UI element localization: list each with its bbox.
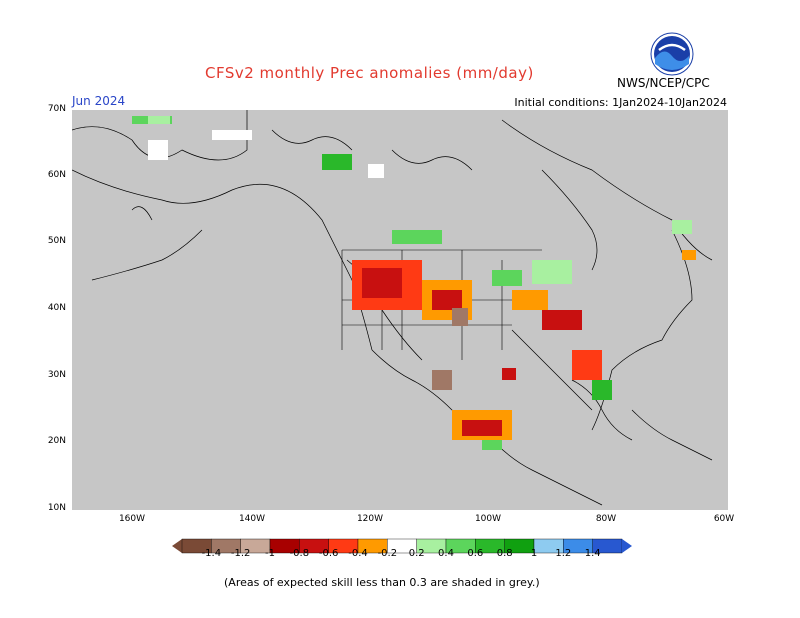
noaa-logo: [650, 32, 694, 76]
colorbar: [172, 538, 632, 554]
x-tick-60w: 60W: [713, 514, 735, 524]
colorbar-tick-label: -0.2: [377, 548, 398, 559]
colorbar-tick-label: 0.8: [496, 548, 513, 559]
colorbar-tick-label: -0.8: [289, 548, 310, 559]
anomaly-map: [72, 110, 728, 510]
initial-conditions: Initial conditions: 1Jan2024-10Jan2024: [514, 96, 727, 109]
colorbar-extend-high: [622, 539, 632, 553]
map-svg: [72, 110, 728, 510]
colorbar-tick-label: 1.4: [584, 548, 601, 559]
colorbar-tick-label: 0.2: [408, 548, 425, 559]
colorbar-tick-label: 1.2: [555, 548, 572, 559]
colorbar-tick-label: -1: [265, 548, 275, 559]
forecast-month: Jun 2024: [72, 94, 126, 108]
colorbar-tick-label: -1.4: [201, 548, 222, 559]
y-tick-20n: 20N: [47, 436, 66, 446]
y-tick-30n: 30N: [47, 370, 66, 380]
x-tick-80w: 80W: [595, 514, 617, 524]
chart-title: CFSv2 monthly Prec anomalies (mm/day): [205, 64, 534, 82]
y-tick-70n: 70N: [47, 104, 66, 114]
x-tick-140w: 140W: [238, 514, 266, 524]
x-tick-100w: 100W: [474, 514, 502, 524]
x-tick-120w: 120W: [356, 514, 384, 524]
colorbar-tick-label: -1.2: [230, 548, 251, 559]
y-tick-60n: 60N: [47, 170, 66, 180]
y-tick-40n: 40N: [47, 303, 66, 313]
anomaly-patches: [132, 116, 696, 450]
colorbar-extend-low: [172, 539, 182, 553]
y-tick-50n: 50N: [47, 236, 66, 246]
x-tick-160w: 160W: [118, 514, 146, 524]
colorbar-tick-label: 1: [530, 548, 538, 559]
colorbar-tick-label: -0.6: [318, 548, 339, 559]
skill-footnote: (Areas of expected skill less than 0.3 a…: [224, 576, 540, 589]
y-tick-10n: 10N: [47, 503, 66, 513]
colorbar-tick-label: 0.6: [467, 548, 484, 559]
colorbar-tick-label: -0.4: [348, 548, 368, 559]
colorbar-tick-label: 0.4: [438, 548, 454, 559]
agency-label: NWS/NCEP/CPC: [617, 76, 710, 90]
